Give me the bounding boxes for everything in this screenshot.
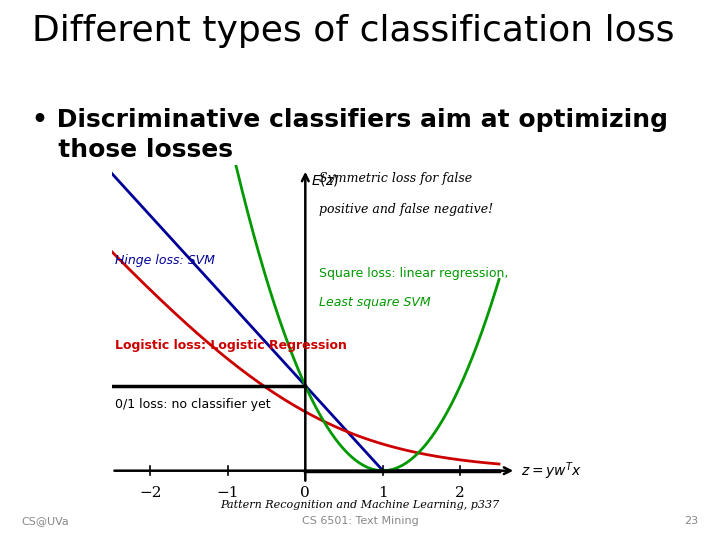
Text: • Discriminative classifiers aim at optimizing: • Discriminative classifiers aim at opti…	[32, 108, 668, 132]
Text: Least square SVM: Least square SVM	[319, 296, 431, 309]
Text: CS 6501: Text Mining: CS 6501: Text Mining	[302, 516, 418, 526]
Text: Pattern Recognition and Machine Learning, p337: Pattern Recognition and Machine Learning…	[220, 500, 500, 510]
Text: Different types of classification loss: Different types of classification loss	[32, 14, 675, 48]
Text: Logistic loss: Logistic Regression: Logistic loss: Logistic Regression	[115, 339, 347, 352]
Text: 0: 0	[300, 486, 310, 500]
Text: −1: −1	[217, 486, 239, 500]
Text: 23: 23	[684, 516, 698, 526]
Text: $E(z)$: $E(z)$	[311, 172, 338, 187]
Text: −2: −2	[139, 486, 161, 500]
Text: 1: 1	[378, 486, 387, 500]
Text: 0/1 loss: no classifier yet: 0/1 loss: no classifier yet	[115, 399, 271, 411]
Text: those losses: those losses	[32, 138, 233, 161]
Text: positive and false negative!: positive and false negative!	[319, 203, 493, 216]
Text: $z = yw^Tx$: $z = yw^Tx$	[521, 460, 582, 482]
Text: Symmetric loss for false: Symmetric loss for false	[319, 172, 472, 185]
Text: 2: 2	[456, 486, 465, 500]
Text: Square loss: linear regression,: Square loss: linear regression,	[319, 267, 508, 280]
Text: Hinge loss: SVM: Hinge loss: SVM	[115, 254, 215, 267]
Text: CS@UVa: CS@UVa	[22, 516, 69, 526]
